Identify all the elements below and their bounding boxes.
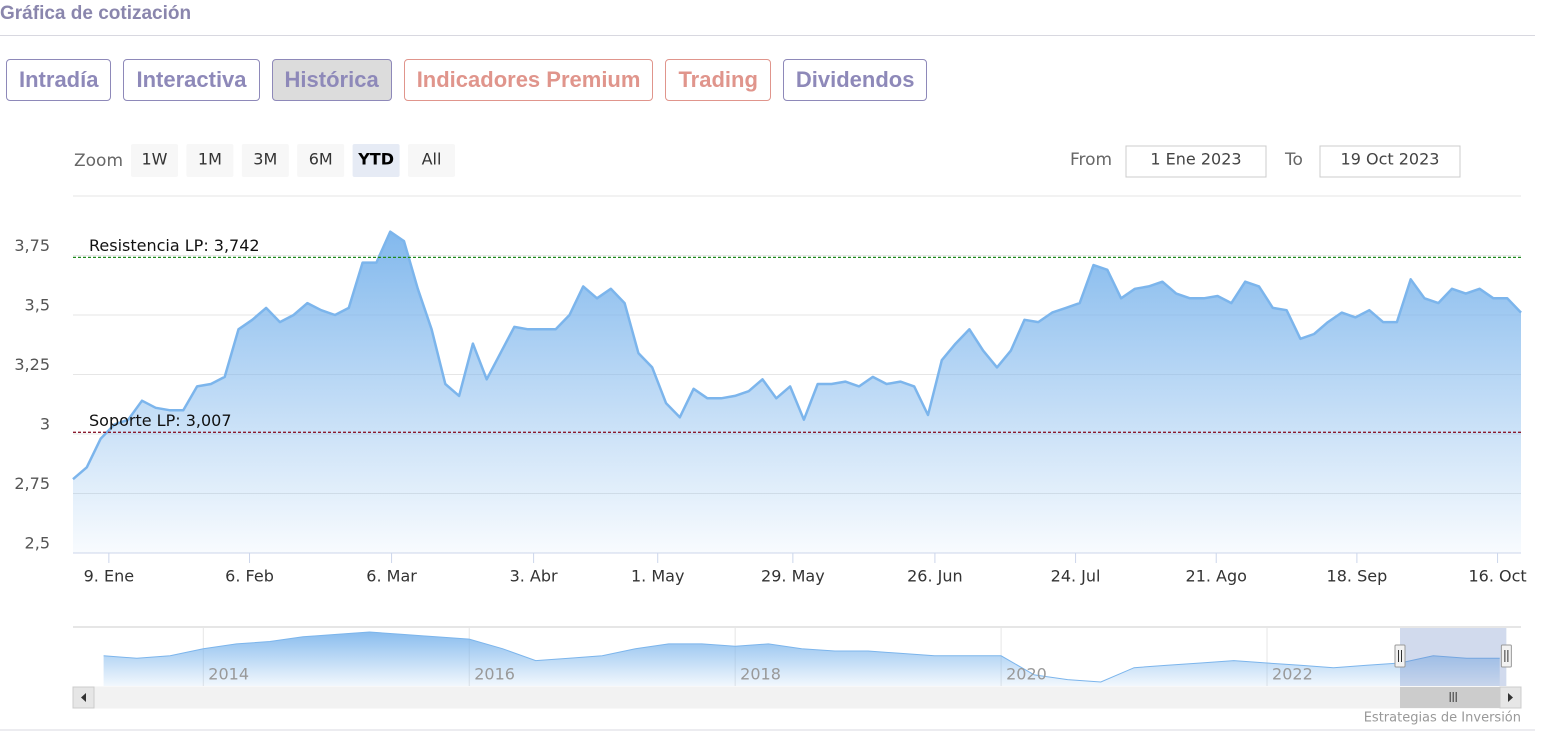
tab[interactable]: Indicadores Premium: [403, 59, 654, 101]
plot-line-label: Resistencia LP: 3,742: [89, 236, 260, 255]
zoom-button[interactable]: [241, 144, 289, 177]
y-tick-label: 3: [40, 415, 50, 434]
credits: Estrategias de Inversión: [1364, 711, 1521, 726]
tab[interactable]: Intradía: [6, 59, 112, 101]
x-tick-label: 9. Ene: [84, 567, 134, 586]
from-input[interactable]: [1125, 145, 1267, 178]
navigator-tick-label: 2018: [740, 665, 781, 684]
zoom-button[interactable]: [297, 144, 345, 177]
navigator-tick-label: 2014: [208, 665, 249, 684]
y-tick-label: 2,5: [25, 534, 50, 553]
navigator-tick-label: 2022: [1272, 665, 1313, 684]
to-label: To: [1284, 150, 1303, 170]
y-tick-label: 3,5: [25, 296, 50, 315]
scrollbar-right-arrow: [1508, 693, 1513, 702]
zoom-button-label[interactable]: 1W: [142, 150, 168, 169]
x-tick-label: 24. Jul: [1051, 567, 1101, 586]
y-tick-label: 3,25: [14, 355, 50, 374]
x-tick-label: 18. Sep: [1327, 567, 1388, 586]
zoom-button[interactable]: [186, 144, 234, 177]
navigator-selection[interactable]: [1400, 628, 1507, 686]
tab[interactable]: Interactiva: [123, 59, 260, 101]
page-title: Gráfica de cotización: [0, 3, 1535, 36]
from-value[interactable]: 1 Ene 2023: [1150, 150, 1241, 169]
tab-bar: Intradía Interactiva Histórica Indicadores …: [6, 59, 928, 101]
navigator-handle[interactable]: [1500, 644, 1512, 668]
x-tick-label: 6. Feb: [225, 567, 274, 586]
tab[interactable]: Histórica: [271, 59, 392, 101]
zoom-button[interactable]: [131, 144, 178, 177]
navigator-handle[interactable]: [1394, 644, 1406, 668]
x-tick-label: 16. Oct: [1468, 567, 1526, 586]
x-tick-label: 3. Abr: [510, 567, 558, 586]
from-label: From: [1070, 150, 1112, 170]
x-tick-label: 6. Mar: [366, 567, 417, 586]
zoom-button-label[interactable]: 3M: [253, 150, 277, 169]
x-tick-label: 29. May: [761, 567, 825, 586]
navigator-tick-label: 2016: [474, 665, 515, 684]
y-tick-label: 3,75: [14, 236, 50, 255]
x-tick-label: 1. May: [631, 567, 684, 586]
to-value[interactable]: 19 Oct 2023: [1341, 150, 1440, 169]
zoom-button-label[interactable]: YTD: [357, 150, 394, 169]
zoom-button[interactable]: [408, 144, 455, 177]
navigator-line: [103, 631, 1500, 683]
x-tick-label: 21. Ago: [1186, 567, 1247, 586]
to-input[interactable]: [1319, 145, 1461, 178]
scrollbar-track: [72, 686, 1522, 709]
zoom-button-label[interactable]: 1M: [198, 150, 222, 169]
scrollbar-left-arrow: [81, 693, 86, 702]
tab[interactable]: Dividendos: [782, 59, 928, 101]
area: [73, 231, 1521, 553]
zoom-label: Zoom: [74, 151, 123, 171]
x-tick-label: 26. Jun: [907, 567, 963, 586]
navigator-tick-label: 2020: [1006, 665, 1047, 684]
tab[interactable]: Trading: [665, 59, 771, 101]
zoom-button-label[interactable]: 6M: [309, 150, 333, 169]
zoom-button[interactable]: [352, 144, 400, 177]
plot-line-label: Soporte LP: 3,007: [89, 411, 232, 430]
navigator-area: [103, 632, 1500, 686]
y-tick-label: 2,75: [14, 474, 50, 493]
line: [72, 230, 1522, 481]
zoom-button-label[interactable]: All: [422, 150, 442, 169]
